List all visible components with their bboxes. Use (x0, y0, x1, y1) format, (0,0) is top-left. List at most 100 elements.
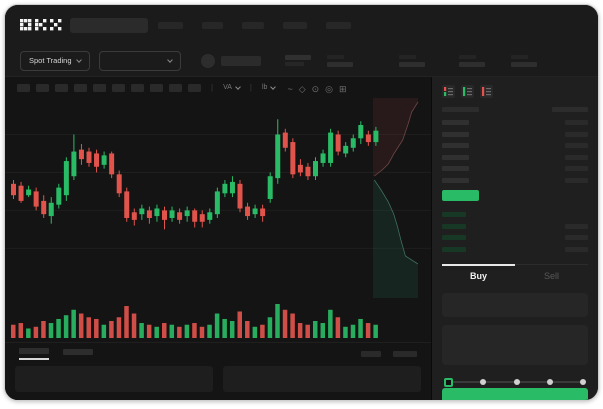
bottom-action-2[interactable] (393, 350, 417, 357)
slider-stop-2[interactable] (480, 379, 487, 385)
toolbar-icons: ~ ◇ ⊙ ◎ ⊞ (281, 79, 346, 97)
fiat-price-placeholder (284, 62, 304, 66)
orderbook-ask-row[interactable] (442, 163, 588, 175)
coin-icon (200, 53, 215, 68)
ask-amount-placeholder (565, 120, 588, 126)
price-input[interactable] (442, 293, 588, 317)
stat-label-placeholder (510, 54, 528, 59)
bottom-bar-actions (361, 350, 417, 357)
submit-order-button[interactable] (442, 388, 588, 400)
amount-percent-slider[interactable] (444, 376, 586, 388)
last-price-placeholder (284, 55, 311, 60)
bid-amount-placeholder (565, 246, 588, 252)
fullscreen-icon[interactable]: ⊞ (339, 83, 347, 94)
ask-price-placeholder (442, 143, 469, 149)
orderbook-last-price[interactable] (442, 190, 588, 201)
bottom-tab-2[interactable] (63, 348, 93, 359)
tab-label-placeholder (63, 348, 93, 355)
pair-selector-dropdown[interactable] (98, 50, 181, 71)
orderbook-view-toggles (442, 85, 588, 98)
ticker-stat-3 (458, 54, 485, 67)
tab-buy[interactable]: Buy (442, 264, 515, 286)
last-price-highlight (442, 190, 479, 201)
drawing-tool-button-5[interactable] (93, 83, 106, 92)
drawing-tool-button-3[interactable] (55, 83, 68, 92)
ask-price-placeholder (442, 154, 469, 160)
camera-icon[interactable]: ⊙ (311, 83, 320, 94)
orderbook-bid-row[interactable] (442, 244, 588, 256)
nav-item-4[interactable] (283, 21, 307, 29)
drawing-tool-button-6[interactable] (112, 83, 125, 92)
tab-label-placeholder (19, 347, 49, 354)
orderbook-bid-row[interactable] (442, 232, 588, 244)
nav-item-2[interactable] (202, 21, 223, 29)
market-type-selector[interactable]: Spot Trading (20, 50, 90, 71)
candlestick-chart[interactable] (5, 98, 431, 300)
slider-stop-5[interactable] (580, 379, 586, 385)
slider-stop-4[interactable] (546, 379, 553, 385)
top-header (5, 5, 598, 45)
ask-amount-placeholder (565, 177, 588, 183)
chart-column: | VA | lb ~ ◇ ⊙ ◎ ⊞ (5, 77, 431, 400)
orders-panels (5, 364, 431, 400)
book-combined-icon[interactable] (442, 85, 455, 98)
ask-amount-placeholder (565, 166, 588, 172)
indicator-dropdown-2[interactable]: lb (262, 83, 277, 91)
drawing-tool-button-7[interactable] (131, 83, 144, 92)
orders-panel-2 (223, 366, 421, 392)
orderbook-ask-row[interactable] (442, 140, 588, 152)
drawing-tool-button-10[interactable] (188, 83, 201, 92)
indicator-dropdown-1[interactable]: VA (223, 83, 241, 91)
nav-item-1[interactable] (158, 21, 183, 29)
orderbook-bid-row[interactable] (442, 209, 588, 221)
app-window: Spot Trading | VA | lb (4, 4, 599, 401)
search-input[interactable] (70, 17, 148, 33)
bottom-tab-1[interactable] (19, 347, 49, 360)
orderbook-ask-row[interactable] (442, 129, 588, 141)
nav-item-3[interactable] (242, 21, 264, 29)
stat-value-placeholder (510, 61, 537, 67)
book-bids-icon[interactable] (461, 85, 474, 98)
orderbook-bid-row[interactable] (442, 221, 588, 233)
amount-input[interactable] (442, 325, 588, 365)
chevron-down-icon (166, 56, 173, 63)
nav-item-5[interactable] (326, 21, 351, 29)
stat-label-placeholder (458, 54, 476, 59)
bid-price-placeholder (442, 235, 466, 241)
drawing-tool-button-9[interactable] (169, 83, 182, 92)
orderbook-ask-row[interactable] (442, 152, 588, 164)
wave-icon[interactable]: ~ (287, 83, 293, 94)
stat-label-placeholder (398, 54, 416, 59)
pair-name-placeholder (220, 55, 261, 66)
tab-sell[interactable]: Sell (543, 271, 559, 281)
drawing-tool-button-1[interactable] (17, 83, 30, 92)
drawing-tool-button-2[interactable] (36, 83, 49, 92)
book-asks-icon[interactable] (480, 85, 493, 98)
volume-chart[interactable] (5, 300, 431, 342)
ask-price-placeholder (442, 166, 469, 172)
ticker-stat-2 (398, 54, 425, 67)
bottom-action-1[interactable] (361, 350, 381, 357)
bid-price-placeholder (442, 223, 466, 229)
brush-icon[interactable]: ◇ (298, 83, 306, 94)
orderbook-asks (442, 117, 588, 186)
chevron-down-icon (75, 56, 82, 63)
slider-handle[interactable] (444, 377, 453, 387)
orderbook-header (442, 107, 588, 112)
orderbook-ask-row[interactable] (442, 117, 588, 129)
orderbook-ask-row[interactable] (442, 175, 588, 187)
stat-value-placeholder (398, 61, 425, 67)
bottom-tab-bar (5, 342, 431, 364)
okx-logo[interactable] (20, 19, 62, 31)
ask-amount-placeholder (565, 154, 588, 160)
amount-column-header-placeholder (552, 107, 588, 112)
market-type-label: Spot Trading (29, 56, 72, 65)
toolbar-divider: | (249, 83, 252, 92)
drawing-tool-button-8[interactable] (150, 83, 163, 92)
clock-icon[interactable]: ◎ (325, 83, 334, 94)
stat-value-placeholder (326, 61, 353, 67)
slider-stop-3[interactable] (513, 379, 520, 385)
stat-label-placeholder (326, 54, 344, 59)
drawing-tool-button-4[interactable] (74, 83, 87, 92)
slider-stops (444, 377, 586, 387)
